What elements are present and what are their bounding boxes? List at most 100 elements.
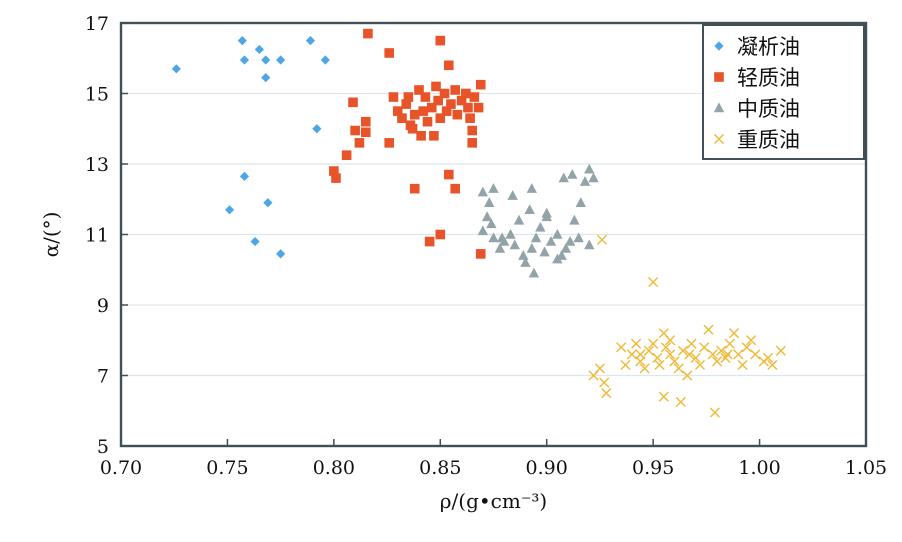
x-tick-label: 0.95 (632, 457, 674, 479)
data-point (463, 102, 473, 113)
x-axis-label: ρ/(g•cm⁻³) (440, 489, 547, 513)
x-tick-label: 1.05 (845, 457, 887, 479)
data-point (439, 88, 450, 99)
data-point (588, 172, 599, 183)
data-point (475, 79, 486, 90)
data-point (513, 214, 525, 225)
series-1 (171, 36, 330, 259)
legend-label: 重质油 (737, 128, 800, 152)
data-point (429, 131, 439, 141)
data-point (392, 106, 403, 116)
data-point (496, 232, 508, 243)
data-point (767, 359, 778, 371)
data-point (711, 356, 723, 367)
axes: 0.70 0.75 0.80 0.85 0.90 0.95 1.00 1.05 5 7 9 11 13 1… (39, 13, 887, 513)
data-point (239, 171, 250, 181)
data-point (384, 48, 394, 58)
data-point (652, 352, 663, 363)
data-point (263, 198, 273, 208)
data-point (709, 407, 720, 418)
data-point (567, 168, 578, 179)
y-tick-label: 13 (85, 154, 109, 176)
x-tick-label: 0.70 (100, 457, 142, 479)
data-point (675, 396, 686, 408)
y-tick-label: 7 (97, 366, 109, 388)
y-tick-label: 11 (85, 225, 109, 247)
data-point (360, 127, 371, 138)
x-tick-label: 0.75 (206, 457, 248, 479)
data-point (488, 183, 499, 193)
data-point (564, 235, 576, 246)
legend-label: 轻质油 (737, 66, 800, 90)
data-point (484, 197, 495, 207)
legend-marker (713, 102, 725, 113)
data-point (414, 85, 424, 95)
data-point (435, 113, 446, 123)
data-point (469, 92, 480, 102)
data-point (733, 349, 744, 360)
data-point (524, 204, 535, 215)
data-point (660, 342, 672, 353)
data-point (444, 169, 454, 180)
data-point (401, 99, 412, 109)
data-point (631, 338, 642, 349)
data-point (426, 102, 437, 113)
data-point (341, 150, 352, 160)
data-point (312, 124, 322, 134)
series-4 (588, 234, 786, 418)
data-point (575, 197, 586, 207)
data-point (677, 345, 689, 356)
data-point (682, 370, 693, 381)
data-point (416, 131, 426, 141)
x-tick-label: 0.80 (313, 457, 355, 479)
data-point (643, 345, 654, 356)
data-point (673, 363, 684, 374)
data-point (276, 55, 286, 65)
data-point (261, 73, 271, 83)
data-point (599, 377, 610, 388)
data-point (539, 246, 550, 257)
data-point (703, 324, 714, 335)
data-point (397, 113, 407, 123)
data-point (507, 190, 518, 200)
data-point (494, 243, 506, 253)
data-point (648, 276, 659, 288)
data-point (686, 338, 697, 349)
legend-item: 重质油 (713, 128, 800, 152)
data-point (467, 138, 478, 148)
legend-label: 凝析油 (737, 35, 800, 59)
data-point (171, 64, 181, 74)
data-point (509, 239, 520, 250)
legend-marker (713, 133, 725, 145)
y-tick-label: 17 (85, 13, 109, 35)
data-point (648, 338, 659, 349)
data-point (520, 257, 531, 267)
data-point (431, 81, 441, 92)
data-point (601, 388, 612, 399)
data-point (584, 163, 595, 174)
data-point (441, 106, 452, 116)
data-point (424, 236, 435, 247)
data-point (545, 235, 557, 246)
data-point (541, 211, 552, 222)
data-point (354, 138, 365, 148)
data-point (446, 99, 456, 109)
data-point (250, 236, 260, 247)
data-point (745, 335, 757, 346)
data-point (707, 349, 718, 360)
data-point (665, 349, 676, 360)
data-point (635, 349, 646, 360)
data-point (775, 345, 786, 356)
data-point (665, 335, 676, 346)
data-point (433, 95, 443, 106)
data-point (305, 36, 316, 46)
data-point (350, 125, 360, 136)
data-point (526, 183, 538, 193)
data-point (360, 116, 371, 127)
data-point (420, 92, 431, 102)
data-point (224, 205, 235, 215)
y-tick-label: 15 (85, 84, 109, 106)
data-point (654, 359, 665, 371)
